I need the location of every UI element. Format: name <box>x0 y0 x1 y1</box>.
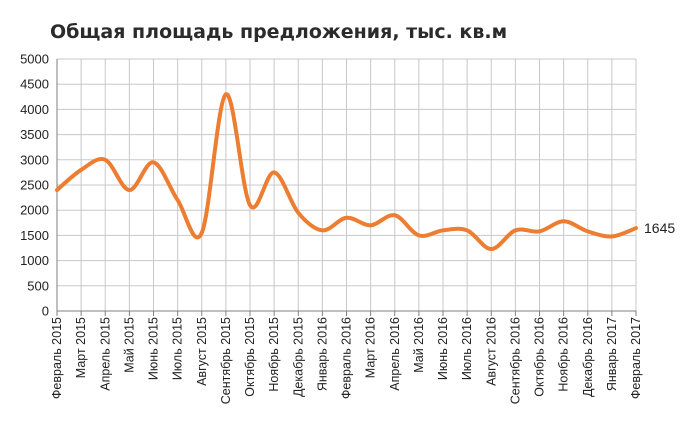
y-tick-label: 1500 <box>20 228 49 243</box>
y-tick-label: 4000 <box>20 102 49 117</box>
x-tick-label: Январь 2016 <box>315 317 329 391</box>
x-tick-label: Май 2016 <box>412 317 426 373</box>
data-point <box>562 219 566 223</box>
x-tick-label: Февраль 2016 <box>340 317 354 399</box>
chart-title: Общая площадь предложения, тыс. кв.м <box>50 21 507 43</box>
data-point <box>513 228 517 232</box>
data-point <box>152 160 156 164</box>
data-point <box>272 170 276 174</box>
end-value-label: 1645 <box>644 220 675 236</box>
gridlines <box>56 58 637 312</box>
y-tick-label: 3500 <box>20 127 49 142</box>
data-point <box>320 228 324 232</box>
x-tick-label: Январь 2017 <box>605 317 619 391</box>
x-tick-label: Март 2015 <box>74 317 88 378</box>
axes <box>56 59 637 316</box>
y-axis-ticks: 0 500 1000 1500 2000 2500 3000 3500 4000 4500 5000 <box>20 52 49 319</box>
y-tick-label: 4500 <box>20 77 49 92</box>
x-tick-label: Июль 2015 <box>171 317 185 380</box>
x-tick-label: Сентябрь 2015 <box>219 317 233 404</box>
x-tick-label: Март 2016 <box>364 317 378 378</box>
x-tick-label: Декабрь 2016 <box>581 317 595 397</box>
x-tick-label: Август 2016 <box>484 317 498 386</box>
data-point <box>610 234 614 238</box>
data-point <box>345 216 349 220</box>
x-tick-label: Июнь 2015 <box>147 317 161 380</box>
data-point <box>417 233 421 237</box>
data-point <box>79 168 83 172</box>
x-tick-label: Ноябрь 2016 <box>557 317 571 392</box>
x-tick-label: Февраль 2017 <box>629 317 643 399</box>
y-tick-label: 2500 <box>20 178 49 193</box>
data-point <box>634 226 638 230</box>
data-point <box>538 229 542 233</box>
data-point <box>127 188 131 192</box>
data-point <box>489 247 493 251</box>
data-point <box>369 223 373 227</box>
x-tick-label: Ноябрь 2015 <box>267 317 281 392</box>
series-layer <box>55 92 638 252</box>
data-point <box>393 213 397 217</box>
data-point <box>586 229 590 233</box>
y-tick-label: 500 <box>27 278 49 293</box>
x-tick-label: Октябрь 2015 <box>243 317 257 397</box>
data-point <box>465 228 469 232</box>
data-point <box>55 188 59 192</box>
y-tick-label: 1000 <box>20 253 49 268</box>
y-tick-label: 2000 <box>20 203 49 218</box>
data-point <box>103 158 107 162</box>
data-point <box>224 92 228 96</box>
y-tick-label: 5000 <box>20 52 49 67</box>
x-axis-ticks: Февраль 2015 Март 2015 Апрель 2015 Май 2015… <box>50 317 643 404</box>
x-tick-label: Июнь 2016 <box>436 317 450 380</box>
x-tick-label: Октябрь 2016 <box>533 317 547 397</box>
series-line <box>55 92 638 252</box>
x-tick-label: Июль 2016 <box>460 317 474 380</box>
x-tick-label: Май 2015 <box>122 317 136 373</box>
x-tick-label: Сентябрь 2016 <box>508 317 522 404</box>
x-tick-label: Декабрь 2015 <box>291 317 305 397</box>
data-point <box>200 231 204 235</box>
x-tick-label: Апрель 2016 <box>388 317 402 391</box>
y-tick-label: 0 <box>42 304 49 319</box>
data-point <box>296 211 300 215</box>
x-tick-label: Февраль 2015 <box>50 317 64 399</box>
data-point <box>441 228 445 232</box>
y-tick-label: 3000 <box>20 152 49 167</box>
data-point <box>248 203 252 207</box>
data-point <box>176 198 180 202</box>
x-tick-label: Апрель 2015 <box>98 317 112 391</box>
x-tick-label: Август 2015 <box>195 317 209 386</box>
